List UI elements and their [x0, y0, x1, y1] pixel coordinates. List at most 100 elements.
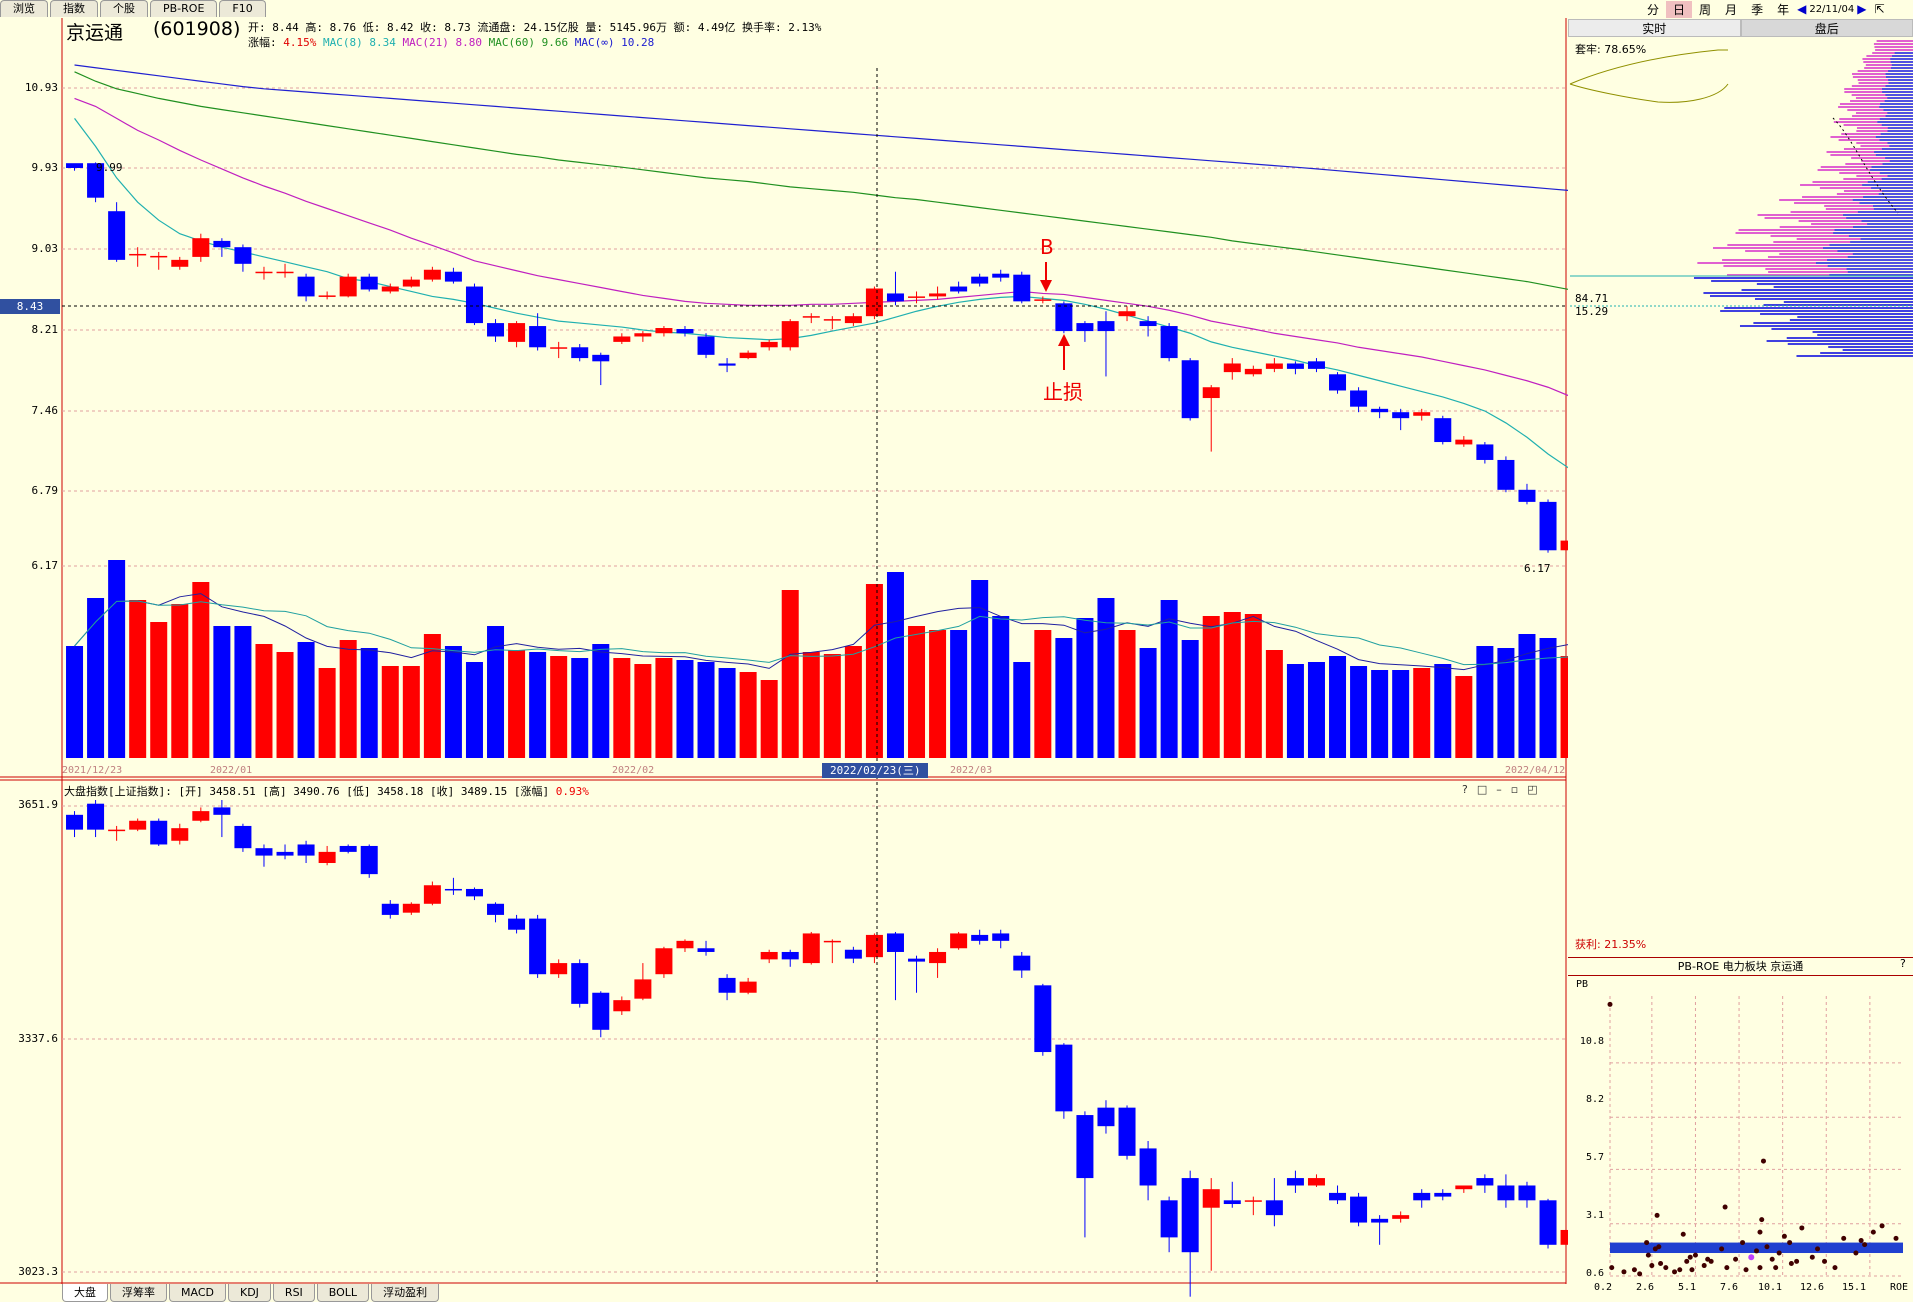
chip-bar [1852, 76, 1913, 78]
pb-point [1769, 1256, 1775, 1262]
chip-bar [1817, 169, 1913, 171]
chip-bar-inner [1860, 238, 1913, 240]
tab-kdj[interactable]: KDJ [227, 1284, 271, 1302]
chip-bar-inner [1873, 208, 1913, 210]
price-candle [634, 333, 652, 337]
date-tick: 2022/03 [950, 765, 993, 776]
period-month[interactable]: 月 [1725, 2, 1738, 17]
chip-bar-inner [1827, 265, 1913, 267]
tab-boll[interactable]: BOLL [316, 1284, 370, 1302]
chip-bar-inner [1887, 142, 1913, 144]
volume-bar [697, 662, 715, 758]
chip-bar [1875, 49, 1913, 51]
chip-bar [1765, 268, 1913, 270]
tab-float-chip[interactable]: 浮筹率 [110, 1284, 167, 1302]
price-candle [1413, 412, 1431, 416]
pb-point [1743, 1267, 1749, 1273]
volume-bar [255, 644, 273, 758]
tab-macd[interactable]: MACD [169, 1284, 226, 1302]
price-candle [571, 347, 589, 359]
pb-point [1757, 1229, 1763, 1235]
svg-text:B: B [1040, 235, 1054, 259]
main-chart-area[interactable]: B 止损 [0, 0, 1568, 1302]
chip-bar-inner [1885, 73, 1913, 75]
index-tick: 3651.9 [18, 798, 58, 811]
chip-bar [1855, 112, 1913, 114]
roe-tick: 2.6 [1636, 1282, 1655, 1293]
tab-stock[interactable]: 个股 [100, 0, 148, 17]
chip-bar-inner [1847, 271, 1913, 273]
buy-marker: B [1040, 235, 1054, 292]
triangle-left-icon[interactable]: ◀ [1797, 2, 1807, 16]
tab-realtime[interactable]: 实时 [1568, 19, 1741, 37]
restore-icon[interactable]: □ [1476, 783, 1488, 796]
triangle-right-icon[interactable]: ▶ [1857, 2, 1867, 16]
tab-index[interactable]: 指数 [50, 0, 98, 17]
period-week[interactable]: 周 [1699, 2, 1712, 17]
price-candle [1350, 390, 1368, 407]
chip-bar [1844, 88, 1913, 90]
volume-bar [87, 598, 105, 758]
price-candle [1034, 299, 1052, 301]
period-year[interactable]: 年 [1777, 2, 1790, 17]
chip-bar [1724, 307, 1913, 309]
period-quarter[interactable]: 季 [1751, 2, 1764, 17]
top-tab-bar: 浏览 指数 个股 PB-ROE F10 [0, 0, 1650, 17]
volume-bar [1286, 664, 1304, 758]
volume-bar [1413, 668, 1431, 758]
chip-bar [1842, 349, 1913, 351]
price-candle [1160, 326, 1178, 359]
tab-market[interactable]: 大盘 [62, 1284, 108, 1302]
volume-bar [1560, 656, 1568, 758]
pb-point [1862, 1242, 1868, 1248]
index-title: 大盘指数[上证指数]: [64, 785, 172, 798]
chip-distribution [1569, 40, 1913, 357]
volume-bar [465, 662, 483, 758]
tab-floating-profit[interactable]: 浮动盈利 [371, 1284, 440, 1302]
profit-label: 获利: 21.35% [1575, 938, 1647, 951]
tab-pb-roe[interactable]: PB-ROE [150, 0, 218, 17]
pb-point [1759, 1217, 1765, 1223]
price-candle [129, 253, 147, 256]
pb-point [1858, 1237, 1864, 1243]
index-candle [402, 903, 420, 913]
tab-f10[interactable]: F10 [219, 0, 266, 17]
chip-bar [1779, 226, 1913, 228]
cursor-icon[interactable]: ⇱ [1874, 2, 1885, 16]
minimize-icon[interactable]: – [1496, 783, 1502, 796]
pb-help-icon[interactable]: ? [1900, 957, 1906, 970]
index-candle [1455, 1185, 1473, 1190]
index-candle [1034, 985, 1052, 1053]
period-minute[interactable]: 分 [1647, 2, 1660, 17]
index-candle [550, 963, 568, 975]
mainf-value: 10.28 [621, 36, 655, 49]
price-candle [1434, 418, 1452, 443]
chip-bar [1757, 214, 1913, 216]
tab-browse[interactable]: 浏览 [0, 0, 48, 17]
volume-bar [423, 634, 441, 758]
maximize-icon[interactable]: ▫ [1510, 783, 1519, 796]
tab-rsi[interactable]: RSI [272, 1284, 315, 1302]
chip-bar-inner [1891, 64, 1913, 66]
pb-point [1689, 1267, 1695, 1273]
chip-bar [1843, 124, 1913, 126]
pb-point [1787, 1240, 1793, 1246]
price-candle [1118, 311, 1136, 317]
chip-bar [1790, 211, 1913, 213]
period-day[interactable]: 日 [1666, 0, 1693, 18]
chip-bar [1851, 157, 1913, 159]
index-candle [1476, 1178, 1494, 1186]
chip-bar [1798, 220, 1913, 222]
volume-bar [971, 580, 989, 758]
help-icon[interactable]: ? [1462, 783, 1468, 796]
volume-bar [655, 658, 673, 758]
price-candle [950, 286, 968, 292]
index-candle [487, 903, 505, 915]
chip-bar [1847, 109, 1913, 111]
expand-icon[interactable]: ◰ [1527, 783, 1538, 796]
tab-after-hours[interactable]: 盘后 [1740, 19, 1913, 37]
price-candle [297, 276, 315, 297]
chip-bar-inner [1861, 220, 1913, 222]
price-candle [1139, 321, 1157, 327]
chip-bar-inner [1879, 118, 1913, 120]
